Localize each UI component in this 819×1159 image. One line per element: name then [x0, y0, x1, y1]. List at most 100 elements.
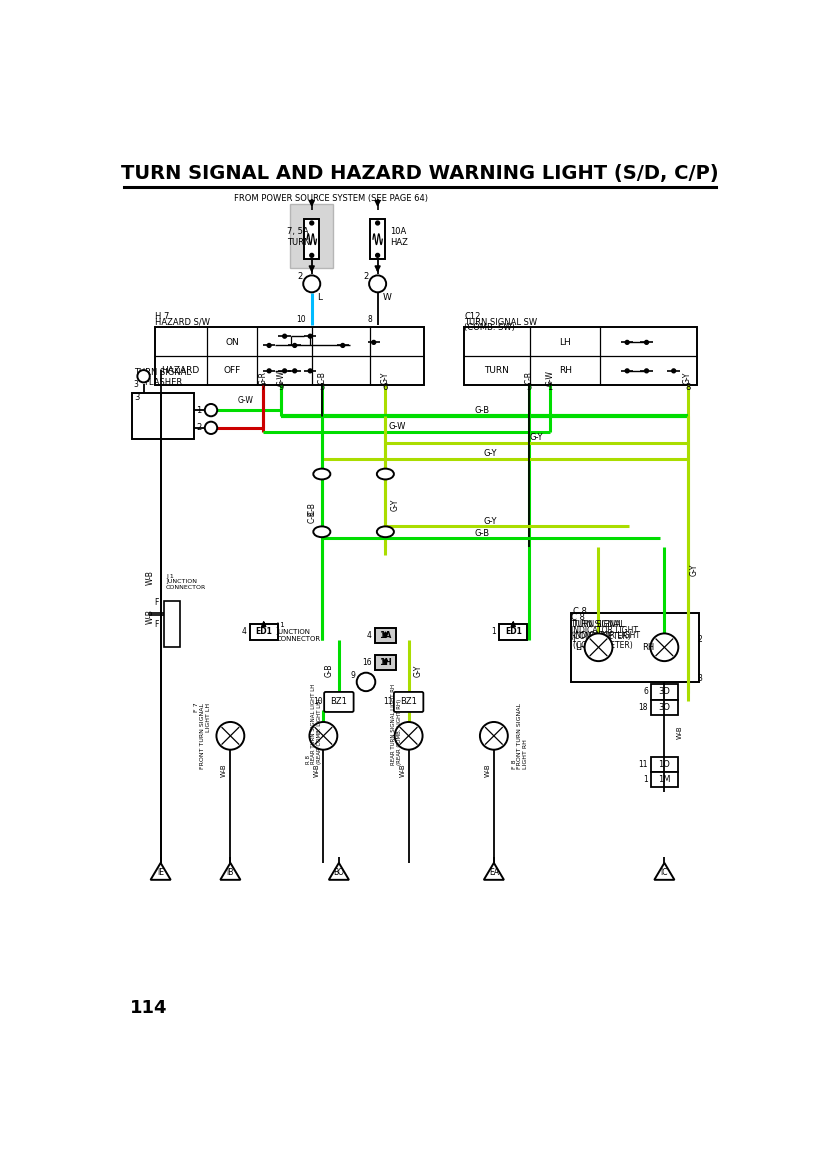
Circle shape [283, 334, 286, 338]
Circle shape [267, 369, 271, 373]
Text: LH: LH [574, 643, 586, 651]
Text: W-B: W-B [314, 764, 319, 778]
Text: EA: EA [488, 868, 498, 876]
Text: 1O: 1O [658, 760, 669, 768]
Circle shape [216, 722, 244, 750]
Text: (COMB. METER): (COMB. METER) [571, 632, 631, 641]
Circle shape [584, 634, 612, 661]
Text: 2: 2 [296, 271, 302, 280]
Circle shape [308, 369, 312, 373]
Text: 1: 1 [208, 423, 214, 432]
Text: I11: I11 [314, 527, 328, 537]
Text: H 7: H 7 [155, 313, 170, 321]
Text: HAZARD S/W: HAZARD S/W [155, 318, 210, 327]
Circle shape [341, 343, 344, 348]
Text: LH: LH [559, 338, 570, 347]
Ellipse shape [313, 468, 330, 480]
Text: 3: 3 [133, 380, 138, 389]
Circle shape [371, 341, 375, 344]
Text: 1M: 1M [658, 775, 670, 785]
Bar [374, 655, 396, 670]
Polygon shape [654, 863, 673, 880]
Text: RH: RH [558, 366, 571, 376]
Text: J 1
JUNCTION
CONNECTOR: J 1 JUNCTION CONNECTOR [165, 574, 206, 590]
Text: 10: 10 [313, 697, 322, 706]
Circle shape [309, 722, 337, 750]
Text: C-B: C-B [317, 371, 326, 385]
Text: 1: 1 [141, 372, 147, 381]
Circle shape [394, 722, 422, 750]
Text: W-B: W-B [399, 764, 405, 778]
Text: 2F: 2F [372, 279, 383, 289]
Text: IB: IB [226, 868, 233, 876]
Text: 6: 6 [382, 384, 387, 392]
Circle shape [310, 221, 314, 225]
Text: 1H: 1H [378, 658, 391, 668]
Text: TURN SIGNAL: TURN SIGNAL [571, 620, 622, 628]
Bar [571, 613, 699, 681]
Text: 10: 10 [296, 315, 306, 323]
Ellipse shape [313, 526, 330, 537]
Text: I11: I11 [378, 527, 392, 537]
Text: FROM POWER SOURCE SYSTEM (SEE PAGE 64): FROM POWER SOURCE SYSTEM (SEE PAGE 64) [234, 194, 428, 203]
Text: 3: 3 [697, 673, 702, 683]
Circle shape [356, 672, 375, 691]
Circle shape [292, 369, 296, 373]
Text: (COMB. SW): (COMB. SW) [464, 323, 514, 333]
Polygon shape [151, 863, 170, 880]
Circle shape [283, 369, 286, 373]
Text: 9: 9 [350, 671, 355, 680]
Text: G-Y: G-Y [390, 498, 399, 511]
Text: C-B: C-B [308, 510, 317, 523]
Text: G-B: G-B [474, 529, 489, 538]
Text: 4: 4 [242, 627, 247, 636]
Circle shape [292, 343, 296, 348]
Bar [290, 204, 333, 269]
Circle shape [267, 343, 271, 348]
Text: 11: 11 [638, 760, 647, 768]
Text: U1: U1 [360, 677, 372, 686]
Text: TURN: TURN [484, 366, 509, 376]
Text: C 8: C 8 [572, 606, 586, 615]
Ellipse shape [377, 468, 393, 480]
Circle shape [649, 634, 677, 661]
Bar [132, 393, 194, 439]
Text: 5: 5 [526, 384, 531, 392]
Text: L: L [317, 293, 322, 302]
Text: 16: 16 [361, 658, 371, 668]
Text: C-B: C-B [308, 502, 317, 515]
Text: BZ1: BZ1 [330, 697, 347, 706]
Text: 6: 6 [642, 687, 647, 697]
Bar [650, 772, 676, 787]
Text: 1: 1 [643, 775, 647, 785]
Text: 5: 5 [319, 384, 324, 392]
Text: G-B: G-B [474, 407, 489, 415]
Text: W-B: W-B [676, 726, 682, 738]
Bar [650, 757, 676, 772]
Text: G-Y: G-Y [413, 664, 422, 677]
Text: G-W: G-W [276, 370, 285, 386]
Text: 3: 3 [134, 393, 139, 401]
Bar [155, 327, 423, 386]
Text: 2: 2 [196, 423, 201, 432]
Text: C 8: C 8 [571, 613, 585, 621]
Text: W-B: W-B [145, 608, 154, 624]
Text: G-B: G-B [324, 664, 333, 677]
Text: G-W: G-W [545, 370, 554, 386]
Ellipse shape [377, 526, 393, 537]
Text: 1: 1 [546, 384, 552, 392]
Polygon shape [220, 863, 240, 880]
Bar [165, 602, 180, 647]
Text: C12: C12 [464, 313, 480, 321]
Text: G-W: G-W [238, 396, 254, 406]
Bar [464, 327, 696, 386]
Text: REAR TURN SIGNAL LIGHT RH
(REAR COMB. LIGHT RH): REAR TURN SIGNAL LIGHT RH (REAR COMB. LI… [391, 684, 401, 765]
Circle shape [479, 722, 507, 750]
Text: F 8
FRONT TURN SIGNAL
LIGHT RH: F 8 FRONT TURN SIGNAL LIGHT RH [511, 702, 527, 768]
Text: BO: BO [333, 868, 344, 876]
Text: TURN SIGNAL AND HAZARD WARNING LIGHT (S/D, C/P): TURN SIGNAL AND HAZARD WARNING LIGHT (S/… [121, 165, 718, 183]
FancyBboxPatch shape [393, 692, 423, 712]
Circle shape [205, 404, 217, 416]
Text: 3D: 3D [658, 687, 669, 697]
Circle shape [205, 422, 217, 433]
